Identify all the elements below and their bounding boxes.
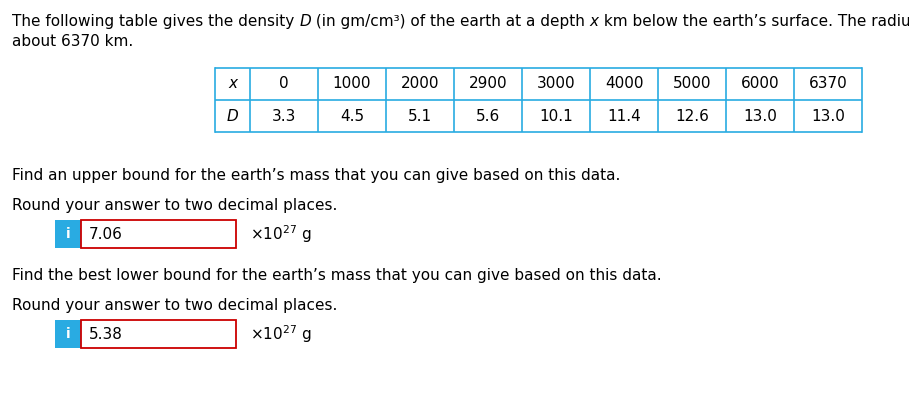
Text: 7.06: 7.06 — [89, 227, 123, 241]
Text: (in gm/cm³) of the earth at a depth: (in gm/cm³) of the earth at a depth — [311, 14, 590, 29]
Text: 5.38: 5.38 — [89, 326, 123, 341]
Text: 0: 0 — [279, 77, 289, 91]
Text: i: i — [65, 227, 70, 241]
Text: Round your answer to two decimal places.: Round your answer to two decimal places. — [12, 198, 337, 213]
Text: D: D — [299, 14, 311, 29]
Text: 10.1: 10.1 — [539, 109, 573, 124]
Text: 4.5: 4.5 — [340, 109, 365, 124]
Bar — [81, 220, 236, 248]
Text: $\times10^{27}$ g: $\times10^{27}$ g — [250, 323, 312, 345]
Text: i: i — [65, 327, 70, 341]
Bar — [81, 320, 236, 348]
Text: 5000: 5000 — [673, 77, 711, 91]
Text: 4000: 4000 — [604, 77, 644, 91]
Text: 11.4: 11.4 — [607, 109, 641, 124]
Text: D: D — [226, 109, 238, 124]
Text: $\times10^{27}$ g: $\times10^{27}$ g — [250, 223, 312, 245]
Text: 5.1: 5.1 — [408, 109, 432, 124]
Text: 5.6: 5.6 — [476, 109, 500, 124]
Bar — [55, 320, 81, 348]
Text: Find the best lower bound for the earth’s mass that you can give based on this d: Find the best lower bound for the earth’… — [12, 268, 662, 283]
Text: km below the earth’s surface. The radius of the earth is: km below the earth’s surface. The radius… — [599, 14, 909, 29]
Text: 2900: 2900 — [469, 77, 507, 91]
Text: x: x — [590, 14, 599, 29]
Text: 2000: 2000 — [401, 77, 439, 91]
Text: 6370: 6370 — [809, 77, 847, 91]
Text: about 6370 km.: about 6370 km. — [12, 34, 134, 49]
Text: 6000: 6000 — [741, 77, 779, 91]
Text: 3.3: 3.3 — [272, 109, 296, 124]
Text: Round your answer to two decimal places.: Round your answer to two decimal places. — [12, 298, 337, 313]
Text: 12.6: 12.6 — [675, 109, 709, 124]
Bar — [55, 220, 81, 248]
Text: x: x — [228, 77, 237, 91]
Text: Find an upper bound for the earth’s mass that you can give based on this data.: Find an upper bound for the earth’s mass… — [12, 168, 620, 183]
Text: 13.0: 13.0 — [743, 109, 777, 124]
Text: The following table gives the density: The following table gives the density — [12, 14, 299, 29]
Text: 3000: 3000 — [536, 77, 575, 91]
Text: 13.0: 13.0 — [811, 109, 845, 124]
Text: 1000: 1000 — [333, 77, 371, 91]
